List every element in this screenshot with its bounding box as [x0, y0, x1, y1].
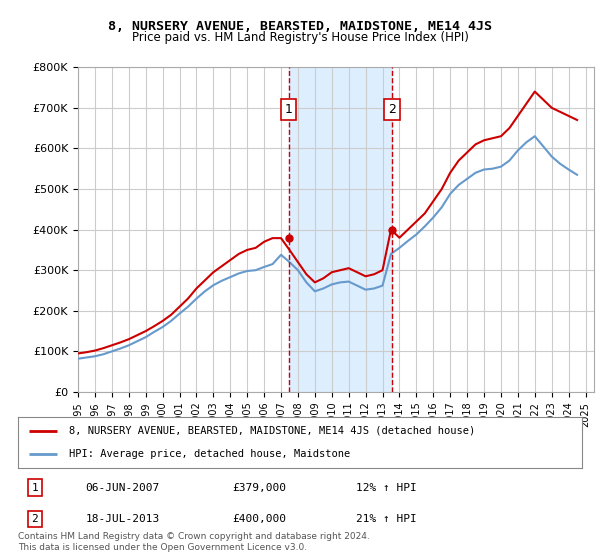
Text: 2: 2: [388, 103, 396, 116]
Text: Contains HM Land Registry data © Crown copyright and database right 2024.
This d: Contains HM Land Registry data © Crown c…: [18, 532, 370, 552]
Text: 18-JUL-2013: 18-JUL-2013: [86, 514, 160, 524]
Text: 8, NURSERY AVENUE, BEARSTED, MAIDSTONE, ME14 4JS (detached house): 8, NURSERY AVENUE, BEARSTED, MAIDSTONE, …: [69, 426, 475, 436]
Text: 1: 1: [32, 483, 38, 493]
Text: 21% ↑ HPI: 21% ↑ HPI: [356, 514, 417, 524]
Text: £400,000: £400,000: [232, 514, 286, 524]
Text: £379,000: £379,000: [232, 483, 286, 493]
Text: 1: 1: [284, 103, 293, 116]
Text: 2: 2: [32, 514, 38, 524]
Bar: [289, 67, 392, 392]
Text: 06-JUN-2007: 06-JUN-2007: [86, 483, 160, 493]
Text: HPI: Average price, detached house, Maidstone: HPI: Average price, detached house, Maid…: [69, 449, 350, 459]
Text: 12% ↑ HPI: 12% ↑ HPI: [356, 483, 417, 493]
Text: 8, NURSERY AVENUE, BEARSTED, MAIDSTONE, ME14 4JS: 8, NURSERY AVENUE, BEARSTED, MAIDSTONE, …: [108, 20, 492, 32]
Text: Price paid vs. HM Land Registry's House Price Index (HPI): Price paid vs. HM Land Registry's House …: [131, 31, 469, 44]
